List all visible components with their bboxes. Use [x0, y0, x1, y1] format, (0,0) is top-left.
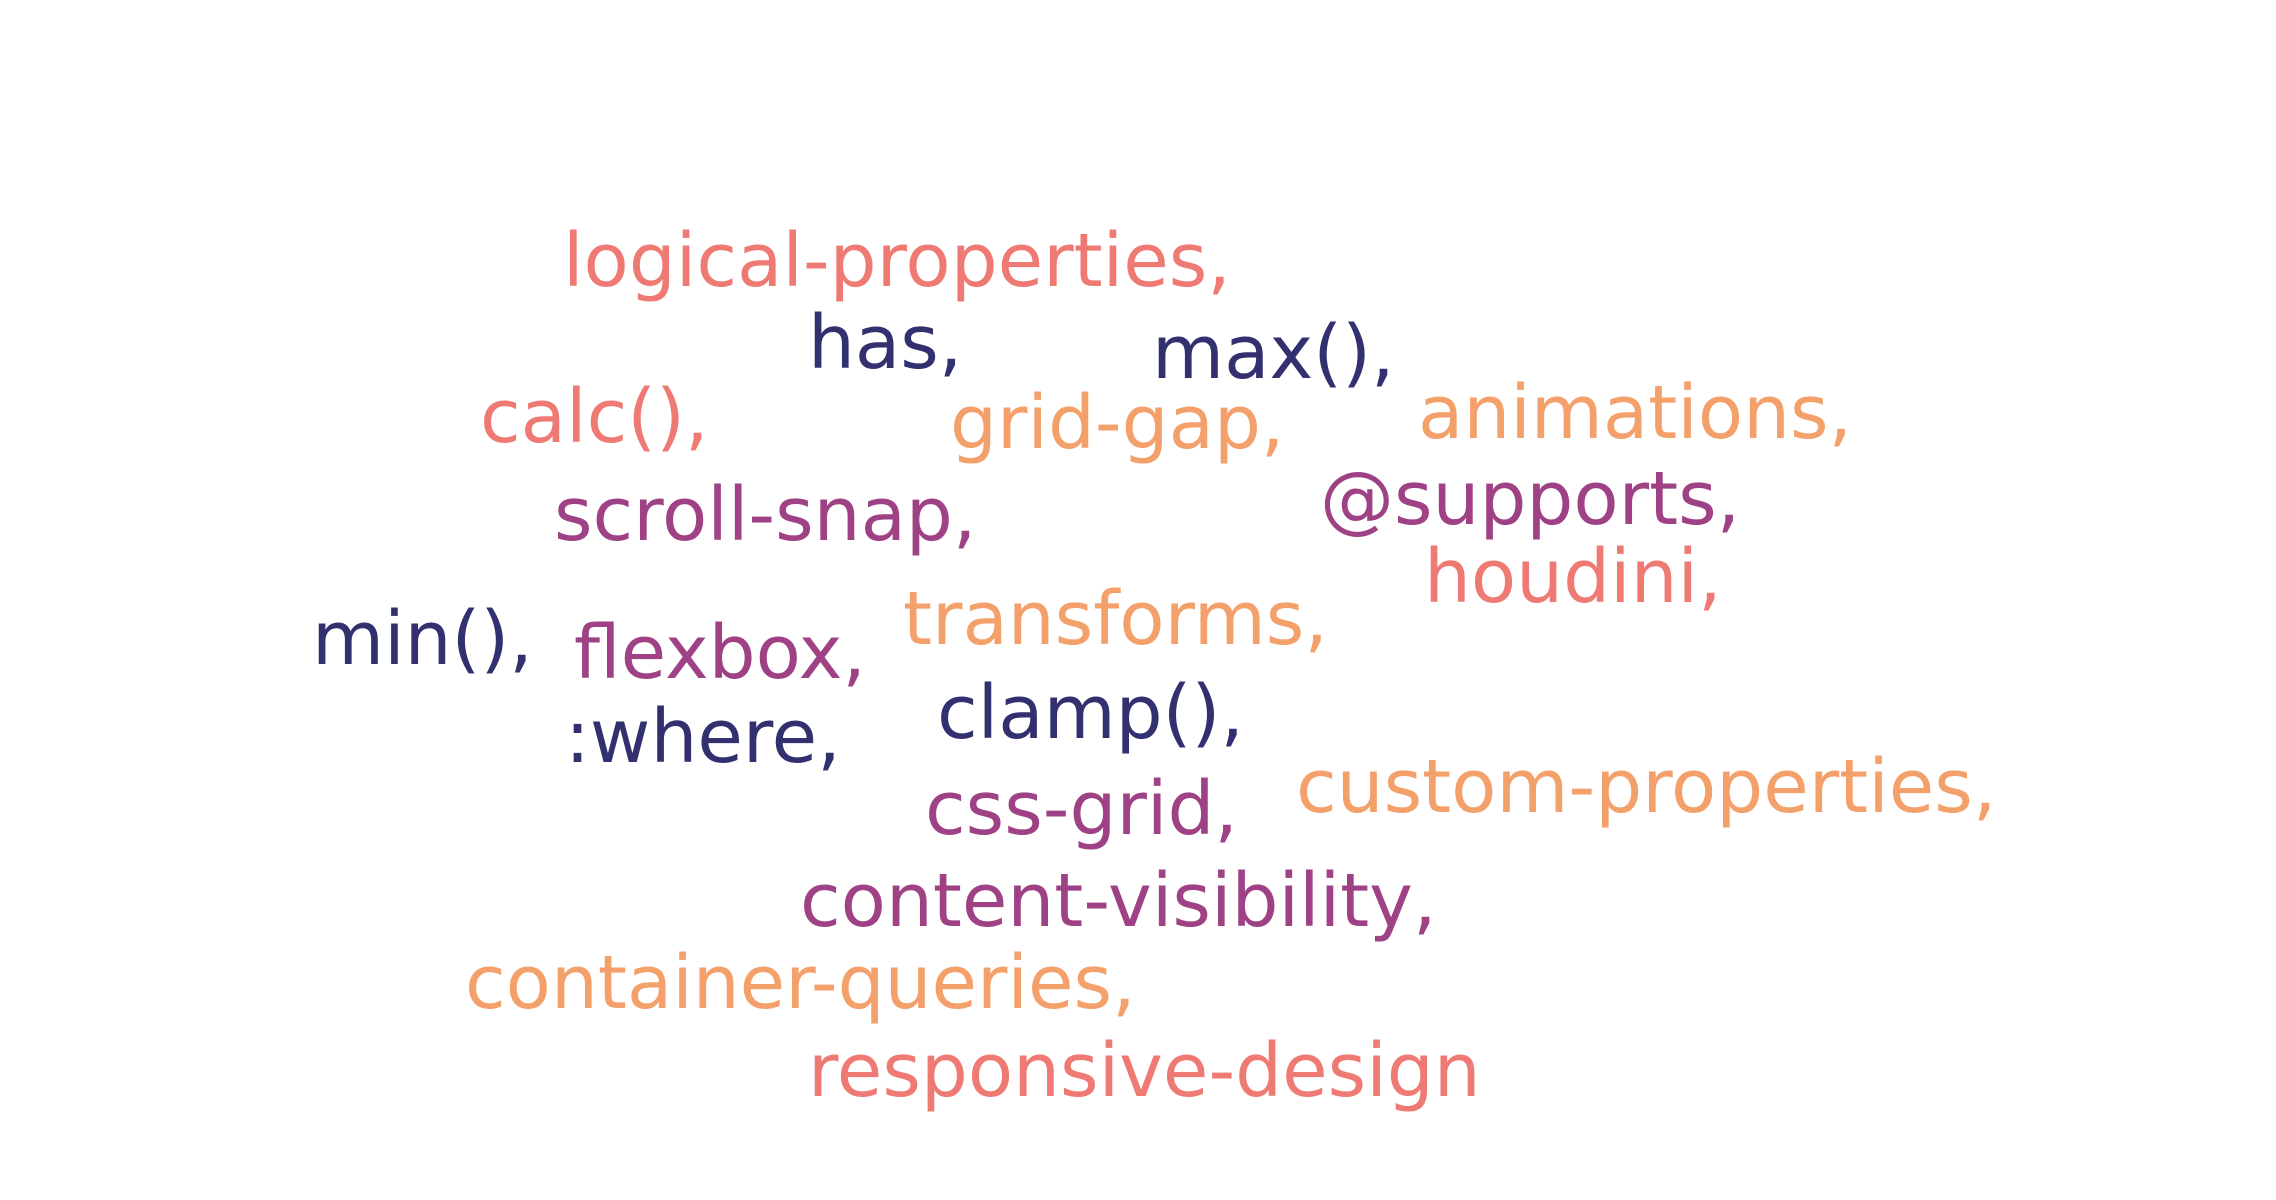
word-custom-properties: custom-properties, — [1296, 744, 1997, 830]
word-css-grid: css-grid, — [925, 766, 1238, 852]
word-transforms: transforms, — [903, 576, 1328, 662]
word-logical-properties: logical-properties, — [563, 218, 1231, 304]
word-supports: @supports, — [1320, 456, 1741, 542]
word-min: min(), — [312, 596, 533, 682]
word-content-visibility: content-visibility, — [800, 858, 1437, 944]
word-has: has, — [808, 300, 963, 386]
word-grid-gap: grid-gap, — [950, 380, 1285, 466]
word-calc: calc(), — [480, 374, 709, 460]
word-responsive-design: responsive-design — [808, 1028, 1481, 1114]
word-clamp: clamp(), — [937, 670, 1244, 756]
word-scroll-snap: scroll-snap, — [554, 472, 977, 558]
word-where: :where, — [565, 694, 841, 780]
word-max: max(), — [1152, 310, 1395, 396]
word-flexbox: flexbox, — [574, 610, 866, 696]
word-animations: animations, — [1418, 370, 1853, 456]
word-houdini: houdini, — [1424, 534, 1722, 620]
word-container-queries: container-queries, — [465, 940, 1136, 1026]
